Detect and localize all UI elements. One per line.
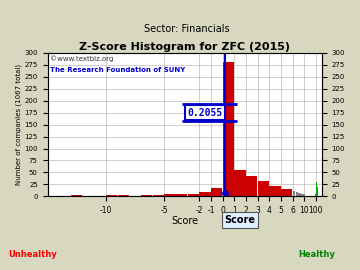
Bar: [153, 195, 164, 196]
Bar: [258, 181, 269, 196]
Text: The Research Foundation of SUNY: The Research Foundation of SUNY: [50, 67, 185, 73]
Text: ©www.textbiz.org: ©www.textbiz.org: [50, 56, 114, 62]
Text: Sector: Financials: Sector: Financials: [144, 24, 230, 34]
Bar: [281, 189, 292, 196]
Title: Z-Score Histogram for ZFC (2015): Z-Score Histogram for ZFC (2015): [79, 42, 290, 52]
Bar: [223, 62, 234, 196]
Text: 0.2055: 0.2055: [188, 108, 223, 118]
Text: Unhealthy: Unhealthy: [8, 250, 57, 259]
Bar: [296, 192, 298, 196]
Bar: [141, 195, 152, 196]
X-axis label: Score: Score: [171, 217, 198, 227]
Text: Score: Score: [225, 215, 256, 225]
Bar: [188, 194, 199, 196]
Bar: [71, 195, 82, 196]
Bar: [118, 195, 129, 196]
Bar: [269, 186, 281, 196]
Bar: [317, 187, 318, 196]
Bar: [176, 194, 188, 196]
Y-axis label: Number of companies (1067 total): Number of companies (1067 total): [15, 64, 22, 185]
Text: Healthy: Healthy: [298, 250, 335, 259]
Bar: [199, 192, 211, 196]
Bar: [164, 194, 176, 196]
Bar: [234, 170, 246, 196]
Bar: [293, 191, 296, 196]
Bar: [246, 176, 257, 196]
Bar: [106, 195, 117, 196]
Bar: [298, 193, 301, 196]
Bar: [211, 188, 222, 196]
Bar: [316, 182, 317, 196]
Bar: [301, 194, 304, 196]
